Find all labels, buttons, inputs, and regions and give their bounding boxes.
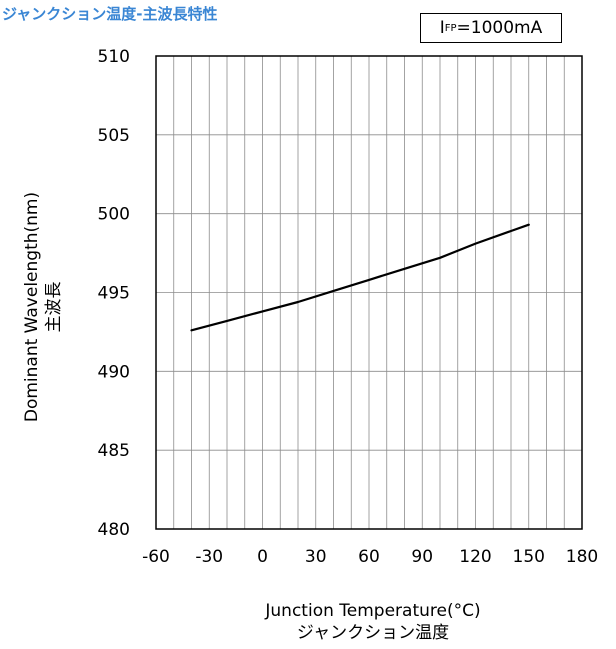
condition-sub: FP <box>444 22 457 34</box>
x-tick-label: 120 <box>459 547 491 567</box>
x-tick-label: 150 <box>513 547 545 567</box>
x-tick-label: 180 <box>566 547 598 567</box>
x-axis-label: Junction Temperature(°C) ジャンクション温度 <box>210 600 536 644</box>
x-tick-label: 60 <box>358 547 380 567</box>
condition-value: =1000mA <box>456 18 543 38</box>
x-axis-label-en: Junction Temperature(°C) <box>265 601 481 621</box>
x-tick-label: 90 <box>411 547 433 567</box>
condition-label: I FP =1000mA <box>420 13 562 43</box>
x-axis-label-jp: ジャンクション温度 <box>296 623 450 643</box>
y-tick-label: 500 <box>98 205 130 225</box>
y-tick-label: 480 <box>98 520 130 540</box>
grid-lines <box>156 56 582 529</box>
y-tick-label: 495 <box>98 284 130 304</box>
y-tick-label: 490 <box>98 362 130 382</box>
series-layer <box>190 223 530 332</box>
condition-main: I <box>439 18 445 38</box>
y-tick-label: 485 <box>98 441 130 461</box>
y-tick-label: 510 <box>98 47 130 67</box>
tick-labels: -60 -30 0 30 60 90 120 150 180 480 485 490 495 500 505… <box>98 47 599 567</box>
chart-title: ジャンクション温度-主波長特性 <box>2 5 218 23</box>
x-tick-label: -60 <box>142 547 170 567</box>
plot-frame <box>155 55 583 530</box>
y-tick-label: 505 <box>98 126 130 146</box>
wavelength-series-line <box>190 223 530 332</box>
x-tick-label: 0 <box>257 547 268 567</box>
x-tick-label: 30 <box>305 547 327 567</box>
x-tick-label: -30 <box>195 547 223 567</box>
